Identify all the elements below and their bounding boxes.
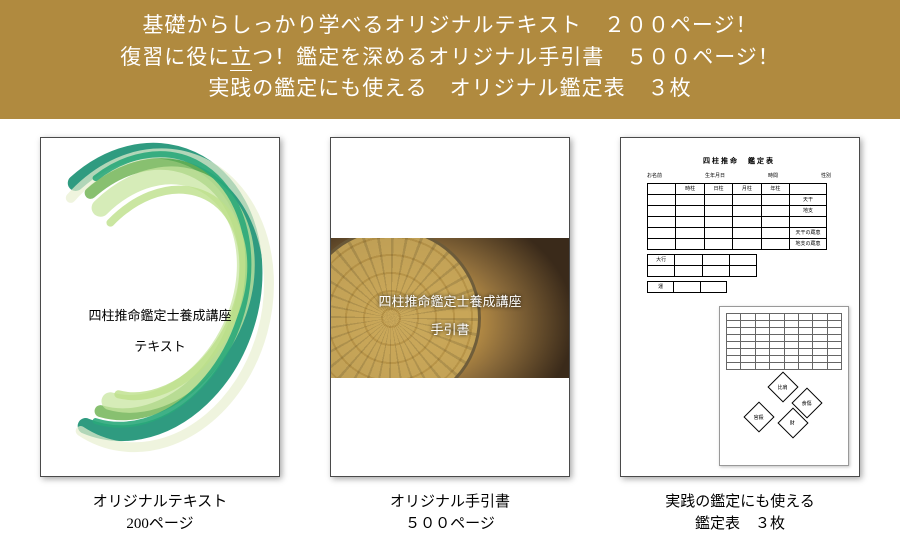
form-sheet-2: 比肩 食傷 官殺 財 xyxy=(719,306,849,466)
chart-caption: 実践の鑑定にも使える 鑑定表 ３枚 xyxy=(665,491,815,536)
four-pillars-table: 時柱日柱月柱年柱 天干 地支 天干の蔵恵 地支の蔵恵 xyxy=(647,183,827,250)
textbook-title: 四柱推命鑑定士養成講座 xyxy=(41,300,279,331)
cards-row: 四柱推命鑑定士養成講座 テキスト オリジナルテキスト 200ページ 四柱推命鑑定… xyxy=(0,119,900,536)
form-title: 四柱推命 鑑定表 xyxy=(639,156,839,166)
form-header-row: お名前 生年月日 時間 性別 xyxy=(647,172,831,179)
guidebook-cover-text: 四柱推命鑑定士養成講座 手引書 xyxy=(331,288,569,345)
dayun-table: 大行 xyxy=(647,254,757,277)
guidebook-subtitle: 手引書 xyxy=(331,316,569,345)
promo-banner: 基礎からしっかり学べるオリジナルテキスト ２００ページ！ 復習に役に立つ！鑑定を… xyxy=(0,0,900,119)
guidebook-cover: 四柱推命鑑定士養成講座 手引書 xyxy=(330,137,570,477)
textbook-cover-text: 四柱推命鑑定士養成講座 テキスト xyxy=(41,300,279,362)
textbook-caption: オリジナルテキスト 200ページ xyxy=(93,491,228,536)
five-elements-diagram: 比肩 食傷 官殺 財 xyxy=(726,374,842,434)
guidebook-title: 四柱推命鑑定士養成講座 xyxy=(331,288,569,317)
textbook-subtitle: テキスト xyxy=(41,331,279,362)
card-col-chart: 四柱推命 鑑定表 お名前 生年月日 時間 性別 時柱日柱月柱年柱 天干 地支 天… xyxy=(610,137,870,536)
card-col-textbook: 四柱推命鑑定士養成講座 テキスト オリジナルテキスト 200ページ xyxy=(30,137,290,536)
banner-line-3: 実践の鑑定にも使える オリジナル鑑定表 ３枚 xyxy=(0,73,900,105)
banner-line-2: 復習に役に立つ！鑑定を深めるオリジナル手引書 ５００ページ！ xyxy=(0,42,900,74)
card-col-guidebook: 四柱推命鑑定士養成講座 手引書 オリジナル手引書 ５００ページ xyxy=(320,137,580,536)
banner-line-1: 基礎からしっかり学べるオリジナルテキスト ２００ページ！ xyxy=(0,10,900,42)
sheet2-grid: 比肩 食傷 官殺 財 xyxy=(726,313,842,434)
textbook-cover: 四柱推命鑑定士養成講座 テキスト xyxy=(40,137,280,477)
liunian-table: 運 xyxy=(647,281,727,293)
chart-cover: 四柱推命 鑑定表 お名前 生年月日 時間 性別 時柱日柱月柱年柱 天干 地支 天… xyxy=(620,137,860,477)
guidebook-caption: オリジナル手引書 ５００ページ xyxy=(390,491,510,536)
